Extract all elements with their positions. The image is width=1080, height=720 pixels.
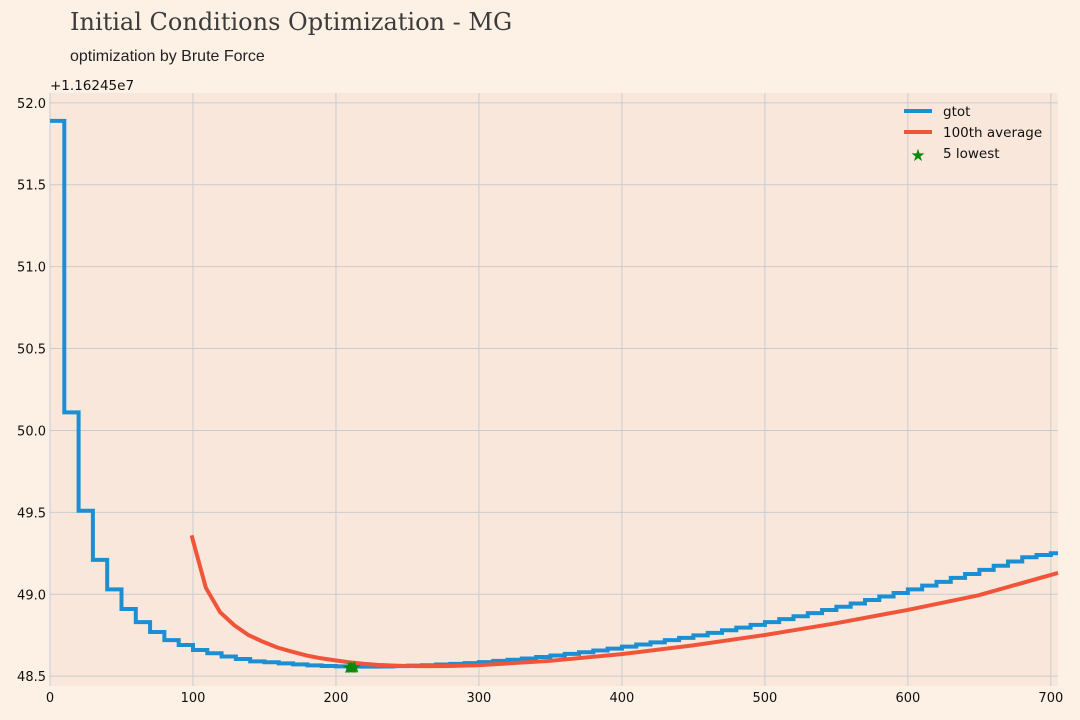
grid-lines: [49, 93, 1058, 686]
chart-legend: gtot 100th average ★ 5 lowest: [904, 104, 1042, 166]
legend-label: 100th average: [943, 125, 1042, 141]
y-tick-label: 49.0: [17, 588, 46, 603]
lowest-point-marker: ★: [347, 658, 361, 677]
x-tick-label: 200: [324, 691, 349, 706]
y-tick-label: 52.0: [17, 97, 46, 112]
y-tick-label: 49.5: [17, 506, 46, 521]
legend-label: gtot: [943, 104, 970, 120]
x-tick-label: 100: [181, 691, 206, 706]
plot-area: [50, 93, 1058, 686]
legend-label: 5 lowest: [943, 146, 1000, 162]
lowest-point-marker: ★: [342, 658, 356, 677]
legend-marker-icon: ★: [910, 146, 925, 166]
series-layer: ★★★★★: [50, 118, 1059, 677]
lowest-point-marker: ★: [343, 658, 357, 677]
y-tick-label: 48.5: [17, 670, 46, 685]
x-tick-label: 300: [467, 691, 492, 706]
chart-subtitle: optimization by Brute Force: [70, 48, 265, 65]
x-tick-label: 700: [1038, 691, 1063, 706]
lowest-point-marker: ★: [345, 658, 359, 677]
y-tick-label: 50.0: [17, 424, 46, 439]
y-tick-label: 50.5: [17, 343, 46, 358]
y-offset-label: +1.16245e7: [50, 78, 134, 94]
lowest-point-marker: ★: [346, 658, 360, 677]
series-100th-average-line: [189, 534, 1059, 669]
chart-title: Initial Conditions Optimization - MG: [70, 8, 513, 36]
series-gtot-line: [50, 118, 1058, 669]
x-tick-label: 400: [610, 691, 635, 706]
x-tick-label: 500: [752, 691, 777, 706]
x-tick-label: 0: [46, 691, 54, 706]
axis-tick-labels: 0 100 200 300 400 500 600 700 48.5 49.0 49.5 50.0 50…: [17, 97, 1063, 706]
x-tick-label: 600: [895, 691, 920, 706]
y-tick-label: 51.0: [17, 261, 46, 276]
y-tick-label: 51.5: [17, 179, 46, 194]
